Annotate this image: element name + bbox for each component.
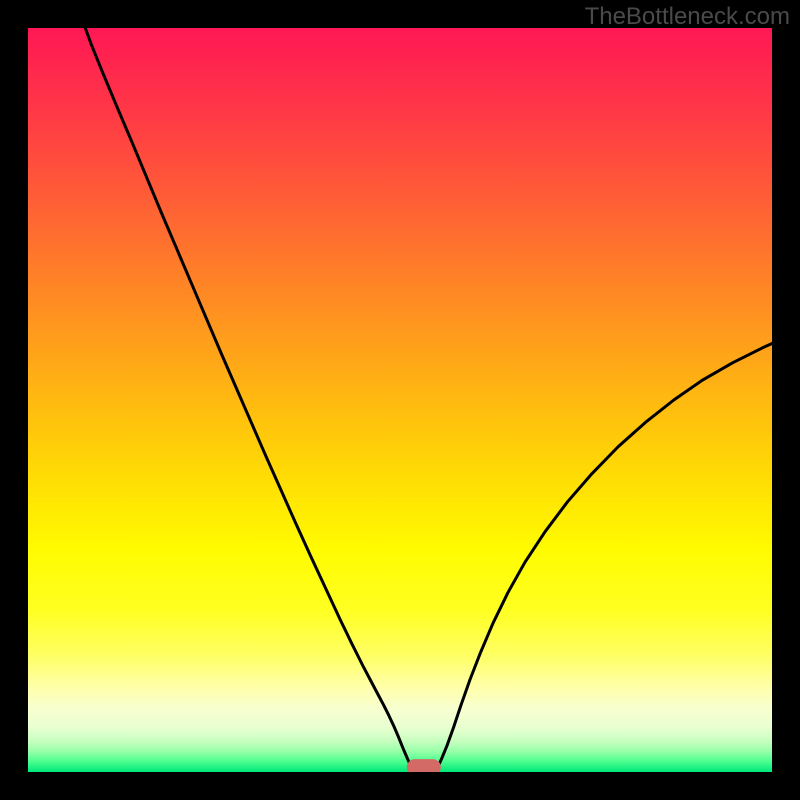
watermark-text: TheBottleneck.com	[585, 3, 790, 31]
optimal-marker	[407, 759, 441, 775]
gradient-background	[28, 28, 772, 772]
bottleneck-chart	[0, 0, 800, 800]
stage: TheBottleneck.com	[0, 0, 800, 800]
